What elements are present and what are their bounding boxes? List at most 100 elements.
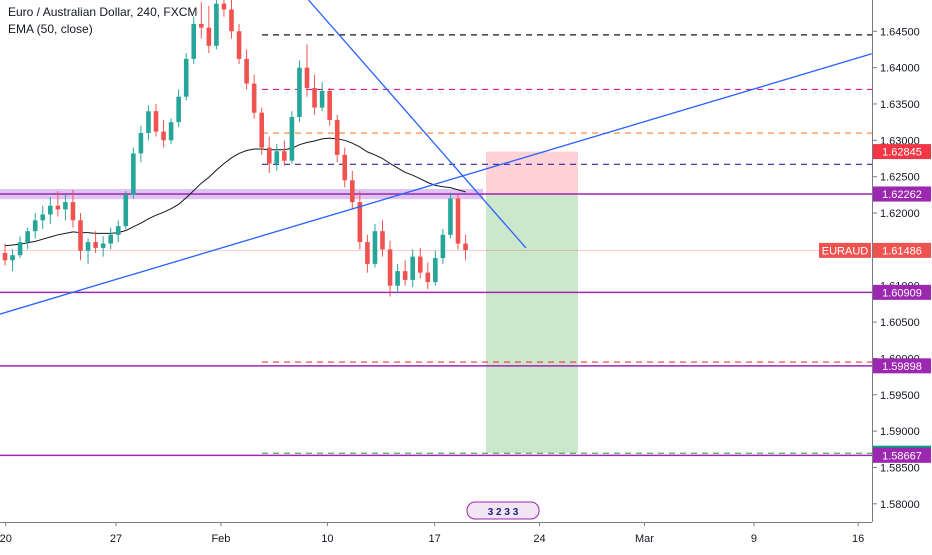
price-axis-label: 1.60500 [880,317,920,329]
price-label-tags: 1.628451.622611.622621.61486EURAUD1.6090… [819,144,931,463]
time-axis-label: 27 [110,533,122,545]
candle-body [334,119,340,155]
candle-body [100,243,106,248]
candle [417,247,423,279]
candle [138,125,144,163]
candle-body [463,243,468,251]
candle-body [48,205,53,215]
candle-body [78,220,83,251]
candle-body [123,194,129,227]
candle-body [244,58,249,84]
candle [455,194,461,250]
candle-body [55,205,61,210]
candle [131,147,136,199]
candle [191,16,197,64]
price-axis-label: 1.59000 [880,426,920,438]
candle-body [433,258,438,283]
ema-indicator-label[interactable]: EMA (50, close) [8,22,93,36]
candle [297,60,302,123]
price-axis: 1.645001.640001.635001.630001.625001.620… [872,0,920,522]
candle [433,250,438,286]
candle [440,229,446,264]
symbol-tag-bg [819,242,871,258]
price-label: 1.62845 [873,144,931,160]
candle-body [365,242,370,264]
plot-area: 3 2 3 3 [0,0,872,520]
candle [365,234,370,273]
candle [153,103,159,137]
time-axis-label: 24 [533,533,545,545]
price-label: 1.62262 [873,186,931,202]
candle-body [168,122,174,141]
price-label-text: 1.62262 [882,189,922,201]
candle-body [146,111,151,134]
candle [319,82,325,112]
candle-body [229,9,234,32]
candle [380,220,385,257]
candle-body [131,153,136,195]
candle-body [93,242,98,248]
candle-body [274,151,280,164]
symbol-title[interactable]: Euro / Australian Dollar, 240, FXCM [8,5,198,19]
candle-body [153,111,159,132]
price-axis-label: 1.58000 [880,499,920,511]
price-label: 1.61486 EURAUD [819,242,931,258]
candle-body [402,271,408,280]
candle-body [251,83,257,113]
candle [251,74,257,119]
candle [425,262,431,290]
candle-body [138,133,144,154]
candle-body [372,231,378,264]
symbol-tag-text: EURAUD [822,245,869,257]
candle [387,240,393,297]
time-axis: 20 27 Feb 10 17 24 Mar 9 16 [0,522,872,545]
candle-body [387,249,393,286]
candle-body [70,202,76,221]
candle [448,192,453,239]
candle [115,220,121,243]
candle [78,213,83,261]
candle [17,236,23,259]
price-label-text: 1.58667 [882,450,922,462]
price-label-bg [873,447,931,463]
candle [350,170,355,210]
price-label: 1.60909 [873,284,931,300]
price-label-text: 1.60909 [882,287,922,299]
candle [463,234,468,261]
candle [312,74,317,115]
candle [176,89,181,128]
candle-body [115,226,121,235]
candle [266,136,272,174]
descending-trendline [308,0,527,249]
price-axis-label: 1.64000 [880,63,920,75]
watermark-text: 3 2 3 3 [488,507,519,518]
chart-legend: Euro / Australian Dollar, 240, FXCM EMA … [8,4,197,38]
candle-body [357,202,363,243]
price-axis-label: 1.58500 [880,462,920,474]
candle [244,49,249,90]
candle [199,2,204,39]
candle-body [350,180,355,203]
price-label: 1.58667 [873,447,931,463]
candle [274,143,280,171]
candle [146,105,151,141]
candle-body [176,96,181,123]
candle [206,5,212,54]
candle-body [417,256,423,273]
candle [93,231,98,254]
time-axis-label: 17 [428,533,440,545]
candle [123,191,129,230]
price-label: 1.59898 [873,358,931,374]
position-target-zone [486,193,578,454]
candle-body [17,242,23,256]
candle [229,0,234,39]
candle [395,263,400,293]
candle-body [327,90,332,120]
candle [100,236,106,257]
candle-body [206,27,212,46]
candle [2,243,8,266]
time-axis-label: 16 [852,533,864,545]
candle-body [25,231,30,243]
